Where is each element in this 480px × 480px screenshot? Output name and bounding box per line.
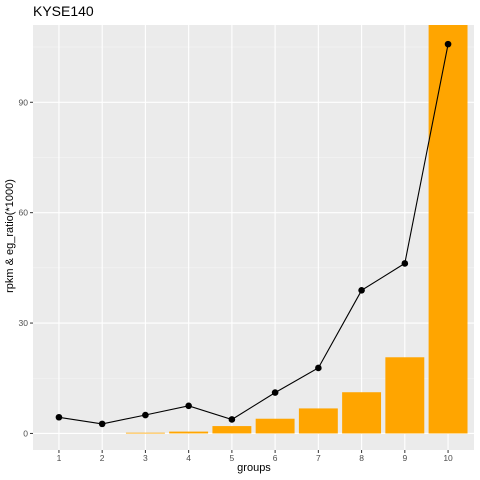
x-axis-ticks: 1 2 3 4 5 6 7 8 9 10 bbox=[57, 450, 453, 463]
data-point bbox=[358, 287, 365, 294]
bar bbox=[342, 392, 382, 434]
data-point bbox=[55, 413, 63, 421]
bar bbox=[255, 418, 295, 434]
bar bbox=[298, 408, 338, 434]
grid bbox=[33, 25, 474, 450]
bar bbox=[169, 431, 209, 434]
y-tick-label: 60 bbox=[19, 208, 29, 218]
data-point bbox=[401, 260, 409, 267]
x-tick-label: 4 bbox=[186, 453, 191, 463]
bar bbox=[428, 25, 468, 434]
y-tick-label: 0 bbox=[23, 428, 28, 438]
x-tick-label: 7 bbox=[316, 453, 321, 463]
y-axis-label: rpkm & eg_ratio(*1000) bbox=[4, 179, 16, 293]
line-path bbox=[58, 43, 449, 425]
data-point bbox=[228, 416, 236, 423]
data-point bbox=[444, 40, 452, 48]
x-tick-label: 2 bbox=[100, 453, 105, 463]
line-series bbox=[58, 43, 449, 425]
x-tick-label: 6 bbox=[273, 453, 278, 463]
bars bbox=[125, 25, 468, 434]
chart-title: KYSE140 bbox=[33, 3, 94, 19]
x-tick-label: 8 bbox=[359, 453, 364, 463]
data-point bbox=[271, 389, 279, 396]
data-point bbox=[98, 420, 106, 428]
data-point bbox=[315, 364, 322, 372]
x-axis-label: groups bbox=[237, 462, 271, 474]
data-point bbox=[142, 411, 149, 419]
x-tick-label: 5 bbox=[230, 453, 235, 463]
y-tick-label: 90 bbox=[19, 97, 29, 107]
x-tick-label: 10 bbox=[443, 453, 453, 463]
y-axis-ticks: 0 30 60 90 bbox=[19, 97, 33, 438]
x-tick-label: 9 bbox=[402, 453, 407, 463]
bar bbox=[212, 426, 252, 434]
x-tick-label: 1 bbox=[57, 453, 62, 463]
x-tick-label: 3 bbox=[143, 453, 148, 463]
data-point bbox=[185, 402, 192, 410]
bar bbox=[385, 357, 425, 434]
points bbox=[55, 40, 452, 428]
bar bbox=[125, 432, 165, 434]
y-tick-label: 30 bbox=[19, 318, 29, 328]
